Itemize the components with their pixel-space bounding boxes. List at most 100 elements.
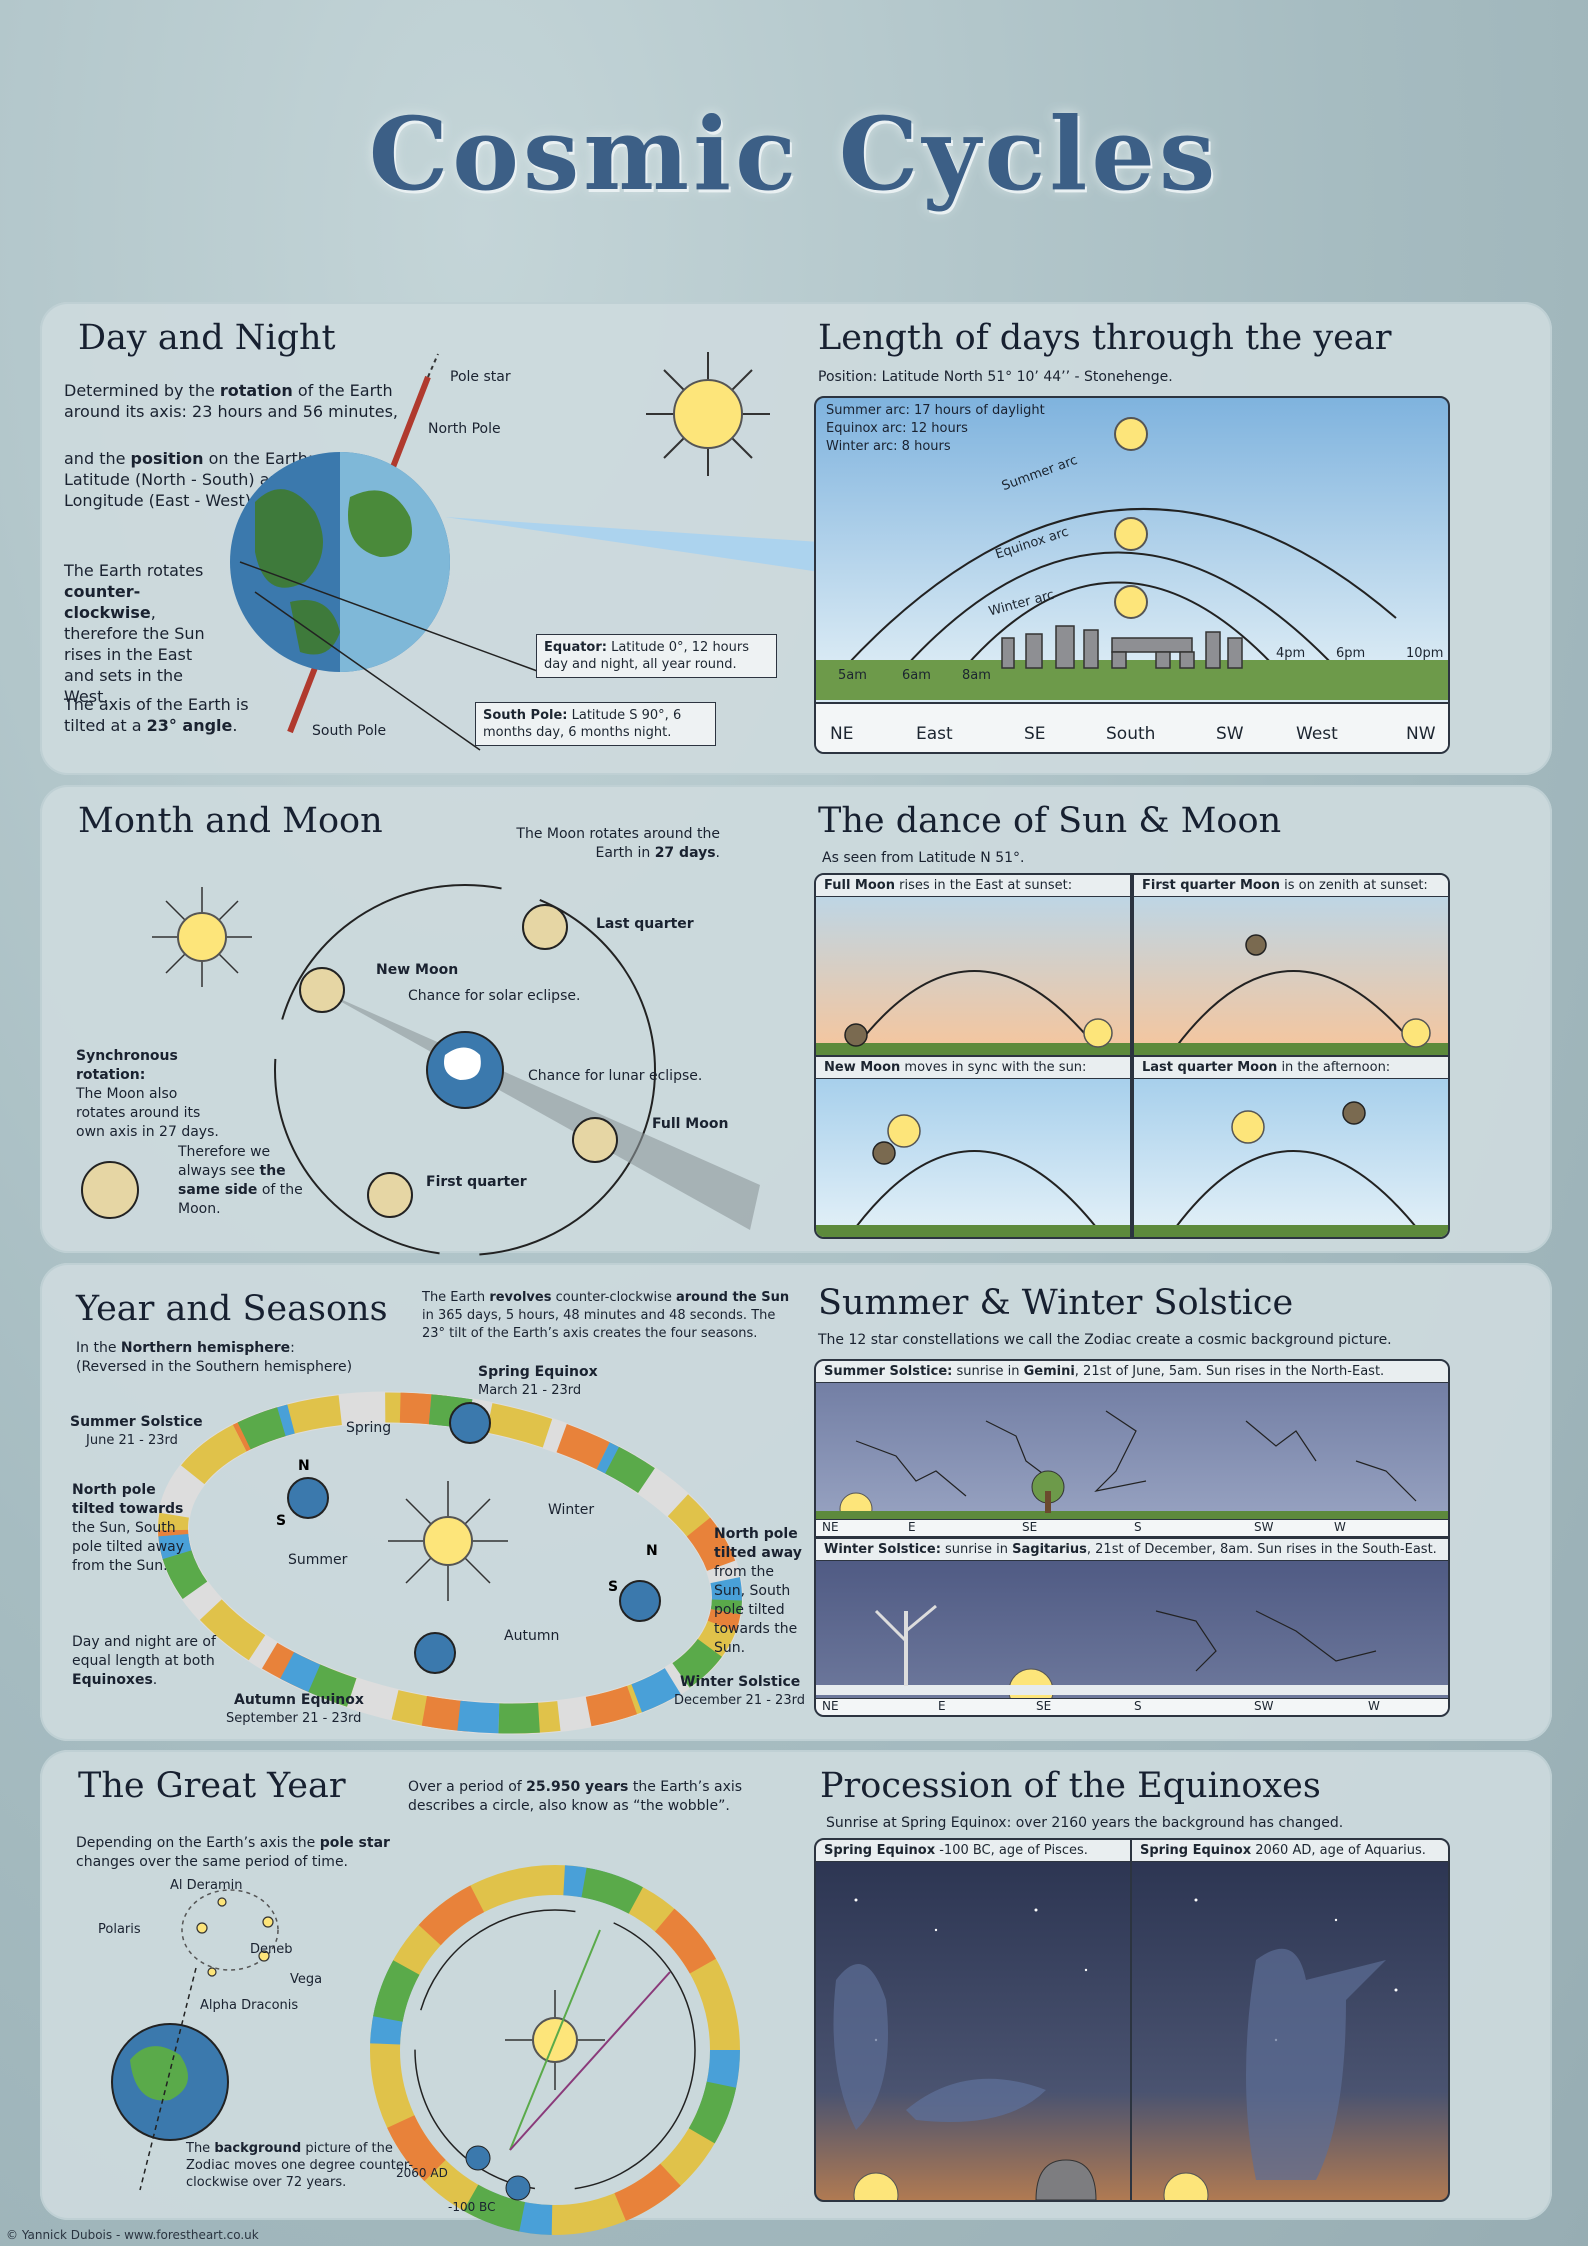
svg-text:S: S [608, 1579, 618, 1595]
season-winter: Winter [548, 1502, 595, 1518]
season-autumn: Autumn [504, 1628, 560, 1644]
page-title: Cosmic Cycles [368, 95, 1220, 213]
star-polaris: Polaris [98, 1922, 141, 1937]
length-days-diagram: Summer arc: 17 hours of daylight Equinox … [814, 396, 1450, 754]
month-moon-title: Month and Moon [78, 801, 383, 841]
day-night-p1: Determined by the rotation of the Earth … [64, 381, 399, 421]
svg-text:N: N [298, 1458, 310, 1474]
solstice-title: Summer & Winter Solstice [818, 1283, 1294, 1323]
full-moon-label: Full Moon [652, 1116, 729, 1132]
time-6am: 6am [902, 668, 931, 683]
summer-solstice-date: June 21 - 23rd [86, 1433, 178, 1448]
summer-direction-ruler: NE E SE S SW W [816, 1519, 1448, 1537]
sync-rotation-text: Synchronous rotation: The Moon also rotat… [76, 1048, 219, 1140]
dance-arcs [816, 934, 1448, 1237]
dir-east: East [916, 724, 953, 744]
length-days-title: Length of days through the year [818, 318, 1392, 358]
winter-solstice-label: Winter Solstice [680, 1674, 801, 1690]
summer-solstice-panel: Summer Solstice: sunrise in Gemini, 21st… [816, 1361, 1448, 1535]
season-summer: Summer [288, 1552, 348, 1568]
summer-solstice-label: Summer Solstice [70, 1414, 203, 1430]
first-quarter-label: First quarter [426, 1174, 527, 1190]
time-4pm: 4pm [1276, 646, 1306, 661]
dir-south: South [1106, 724, 1156, 744]
dance-title: The dance of Sun & Moon [818, 801, 1282, 841]
tilted-towards-text: North pole tilted towards the Sun, South … [72, 1482, 185, 1574]
season-spring: Spring [346, 1420, 392, 1436]
procession-stars [833, 1898, 1398, 2200]
revolves-text: The Earth revolves counter-clockwise aro… [422, 1290, 790, 1341]
dance-panel-last-quarter: Last quarter Moon in the afternoon: [1134, 1057, 1448, 1237]
time-6pm: 6pm [1336, 646, 1366, 661]
dir-west: West [1296, 724, 1338, 744]
star-deneb: Deneb [250, 1942, 293, 1957]
length-days-position: Position: Latitude North 51° 10’ 44’’ - … [818, 369, 1173, 385]
day-night-p4: The axis of the Earth is tilted at a 23°… [64, 695, 249, 735]
dir-sw: SW [1216, 724, 1244, 744]
procession-diagram: Spring Equinox -100 BC, age of Pisces. S… [814, 1838, 1450, 2202]
panel-year-seasons: Year and Seasons The Earth revolves coun… [40, 1263, 1552, 1741]
equator-note: Equator: Latitude 0°, 12 hours day and n… [536, 634, 777, 678]
dir-ne: NE [830, 724, 854, 744]
time-10pm: 10pm [1406, 646, 1444, 661]
credit-text: © Yannick Dubois - www.forestheart.co.uk [6, 2228, 259, 2242]
svg-text:S: S [276, 1513, 286, 1529]
north-pole-label: North Pole [428, 421, 501, 437]
moon-rotates-text: The Moon rotates around the Earth in 27 … [516, 826, 720, 861]
sun-icon [388, 1481, 508, 1601]
south-pole-label: South Pole [312, 723, 387, 739]
earth-illustration [230, 352, 820, 751]
label-2060-ad: 2060 AD [396, 2166, 448, 2180]
tilted-away-text: North pole tilted away from the Sun, Sout… [714, 1526, 802, 1656]
pole-star-text: Depending on the Earth’s axis the pole s… [76, 1835, 390, 1870]
great-year-title: The Great Year [78, 1766, 346, 1806]
sun-arcs [816, 417, 1448, 700]
wobble-text: Over a period of 25.950 years the Earth’… [408, 1779, 743, 1814]
star-alpha-draconis: Alpha Draconis [200, 1998, 299, 2013]
pole-star-label: Pole star [450, 369, 511, 385]
background-text: The background picture of the Zodiac mov… [186, 2141, 414, 2190]
dance-grid: Full Moon rises in the East at sunset: F… [814, 873, 1450, 1239]
arc-legend: Summer arc: 17 hours of daylight Equinox … [826, 403, 1045, 454]
moon-orbit-illustration [81, 884, 760, 1256]
star-al-deramin: Al Deramin [170, 1878, 243, 1893]
northern-hemisphere-text: In the Northern hemisphere: (Reversed in … [76, 1340, 353, 1375]
autumn-equinox-date: September 21 - 23rd [226, 1711, 362, 1726]
time-8am: 8am [962, 668, 991, 683]
panel-day-night: Day and Night Determined by the rotation… [40, 302, 1552, 775]
winter-solstice-date: December 21 - 23rd [674, 1693, 805, 1708]
label-100-bc: -100 BC [448, 2200, 496, 2214]
great-year-illustration [111, 1865, 740, 2235]
day-night-p3: The Earth rotates counter-clockwise, the… [64, 561, 205, 706]
year-seasons-title: Year and Seasons [76, 1289, 388, 1329]
sun-icon [646, 352, 770, 476]
same-side-text: Therefore we always see the same side of… [178, 1144, 303, 1217]
solstice-diagram: Summer Solstice: sunrise in Gemini, 21st… [814, 1359, 1450, 1717]
procession-subtitle: Sunrise at Spring Equinox: over 2160 yea… [826, 1815, 1344, 1831]
dir-se: SE [1024, 724, 1046, 744]
dance-panel-first-quarter: First quarter Moon is on zenith at sunse… [1134, 875, 1448, 1055]
solstice-subtitle: The 12 star constellations we call the Z… [818, 1332, 1392, 1348]
autumn-equinox-label: Autumn Equinox [234, 1692, 364, 1708]
procession-cap-aquarius: Spring Equinox 2060 AD, age of Aquarius. [1132, 1840, 1448, 1862]
dance-subtitle: As seen from Latitude N 51°. [822, 850, 1025, 866]
winter-direction-ruler: NE E SE S SW W [816, 1698, 1448, 1715]
star-vega: Vega [290, 1972, 323, 1987]
sun-icon [152, 887, 252, 987]
dir-nw: NW [1406, 724, 1436, 744]
south-pole-note: South Pole: Latitude S 90°, 6 months day… [475, 702, 716, 746]
panel-great-year: The Great Year Over a period of 25.950 y… [40, 1750, 1552, 2235]
seasons-orbit: N S S N [157, 1391, 743, 1735]
new-moon-label: New Moon [376, 962, 459, 978]
svg-text:N: N [646, 1543, 658, 1559]
direction-ruler: NE East SE South SW West NW [816, 702, 1448, 752]
procession-title: Procession of the Equinoxes [820, 1766, 1321, 1806]
last-quarter-label: Last quarter [596, 916, 694, 932]
spring-equinox-date: March 21 - 23rd [478, 1383, 582, 1398]
panel-month-moon: Month and Moon The Moon rotates around t… [40, 785, 1552, 1256]
procession-cap-pisces: Spring Equinox -100 BC, age of Pisces. [816, 1840, 1130, 1862]
spring-equinox-label: Spring Equinox [478, 1364, 598, 1380]
constellations [816, 1410, 1448, 1714]
day-night-title: Day and Night [78, 318, 336, 358]
time-5am: 5am [838, 668, 867, 683]
